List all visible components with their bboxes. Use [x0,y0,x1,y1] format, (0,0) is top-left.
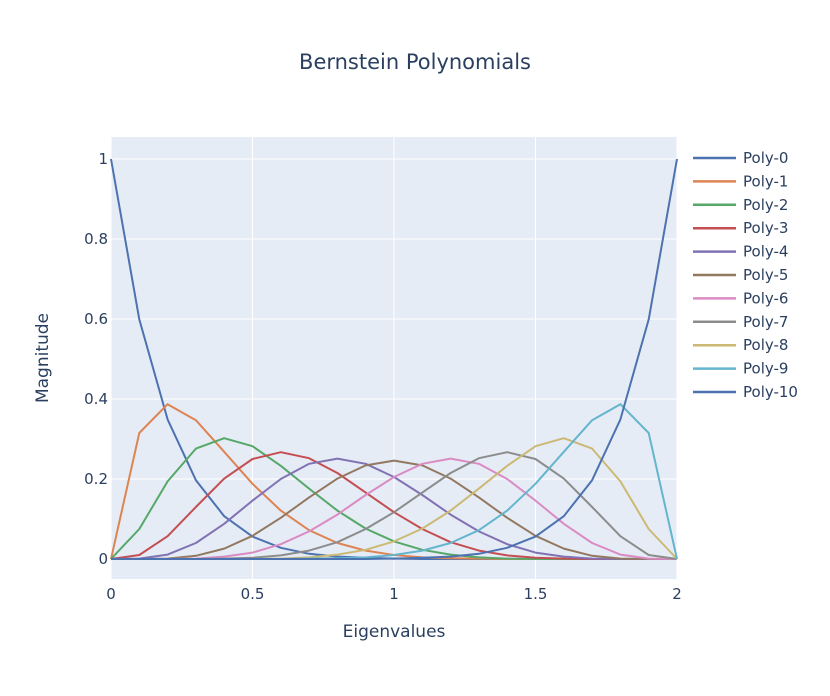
x-tick-label-4: 2 [672,585,682,603]
y-tick-labels: 0 0.2 0.4 0.6 0.8 1 [84,150,108,568]
legend-label-poly-9: Poly-9 [743,360,788,378]
series-line-poly-10 [111,158,678,560]
y-tick-label-0: 0 [98,550,108,568]
x-tick-label-3: 1.5 [524,585,548,603]
legend-label-poly-1: Poly-1 [743,172,788,190]
legend-label-poly-5: Poly-5 [743,266,788,284]
x-tick-label-0: 0 [106,585,116,603]
series-lines [110,158,678,560]
legend-label-poly-0: Poly-0 [743,149,788,167]
legend-label-poly-8: Poly-8 [743,336,788,354]
legend-label-poly-4: Poly-4 [743,243,788,261]
y-tick-label-4: 0.8 [84,230,108,248]
y-axis-title: Magnitude [33,313,53,403]
series-line-poly-5 [111,459,677,560]
legend-label-poly-6: Poly-6 [743,289,788,307]
legend: Poly-0 Poly-1 Poly-2 Poly-3 Poly-4 Poly-5 Poly… [693,149,798,401]
y-tick-label-3: 0.6 [84,310,108,328]
y-tick-label-1: 0.2 [84,470,108,488]
y-tick-label-5: 1 [98,150,108,168]
legend-label-poly-3: Poly-3 [743,219,788,237]
legend-label-poly-7: Poly-7 [743,313,788,331]
legend-label-poly-2: Poly-2 [743,196,788,214]
x-axis-title: Eigenvalues [343,622,446,642]
x-tick-label-1: 0.5 [241,585,265,603]
x-tick-label-2: 1 [389,585,399,603]
x-tick-labels: 0 0.5 1 1.5 2 [106,585,682,603]
chart-title: Bernstein Polynomials [299,50,531,74]
y-tick-label-2: 0.4 [84,390,108,408]
x-gridlines [110,137,678,579]
legend-label-poly-10: Poly-10 [743,383,798,401]
